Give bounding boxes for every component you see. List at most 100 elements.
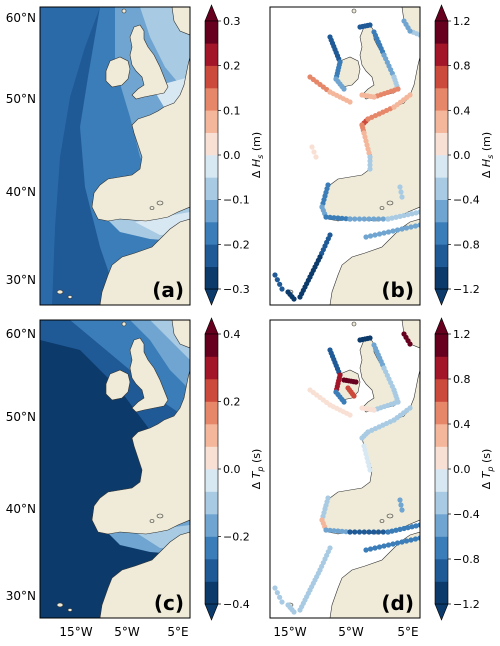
colorbar-bin [205,222,218,245]
colorbar-tick-label: −0.3 [223,283,250,296]
lat-labels-bottom: 60°N 50°N 40°N 30°N [6,327,36,603]
coastal-point [279,286,285,292]
colorbar-bin [205,491,218,515]
coastal-point [341,86,347,92]
coastal-point [398,502,404,508]
coastal-point [361,130,367,136]
coastal-point [401,525,407,532]
coastal-point [343,529,349,535]
colorbar-tick-label: 1.2 [453,328,471,341]
colorbar-bin [435,65,448,89]
coastal-point [381,543,387,549]
coastal-point [394,540,401,546]
colorbar-bin [205,536,218,560]
coastal-point [361,529,367,535]
coastal-point [407,92,413,98]
colorbar-tick-label: −0.8 [453,553,480,566]
coastal-point [393,214,399,220]
colorbar-tick-label: −0.4 [453,508,480,521]
colorbar-tick-label: −0.2 [223,531,250,544]
colorbar-bin [205,199,218,223]
coastal-point [372,545,378,551]
colorbar-bin [205,446,218,470]
colorbar-bin [435,334,448,357]
coastal-point [371,529,377,535]
coastal-point [407,341,413,347]
panel-label-d: (d) [381,591,414,615]
coastal-point [272,585,278,591]
colorbar-tick-label: 0.4 [453,418,471,431]
colorbar-bin [435,536,448,560]
coastal-point [366,216,372,222]
coastal-point [353,379,359,385]
coastal-point [363,547,369,553]
colorbar-bin [205,581,218,605]
lon-labels-c: 15°W 5°W 5°E [59,625,188,639]
colorbar-bin [435,581,448,605]
colorbar-bin [205,65,218,89]
coastal-point [363,451,369,457]
colorbar-bin [435,155,448,178]
colorbar-bin [435,491,448,515]
coastal-point [367,162,373,168]
coastal-point [408,537,414,543]
coastal-point [352,216,358,222]
coastal-point [399,539,405,545]
coastal-point [347,216,353,222]
coastal-point [399,226,405,232]
coastal-point [347,412,353,418]
coastal-point [274,277,280,283]
colorbar-tick-label: 0.1 [223,104,241,117]
coastal-point [327,527,333,533]
coastal-point [367,467,373,473]
map-a-field [40,7,190,305]
coastal-point [279,599,285,605]
colorbar-label: Δ Tp (s) [250,449,265,490]
colorbar-tick-label: 0.8 [453,373,471,386]
lon-label-15w-d: 15°W [273,625,306,639]
colorbar-bin [205,177,218,200]
panel-c: (c) [39,319,191,619]
coastal-point [412,223,419,229]
colorbar-bin [205,379,218,402]
lat-label-60-c: 60°N [6,327,36,341]
coastal-point [385,229,392,235]
colorbar-bin [205,514,218,537]
colorbar-bin [205,559,218,582]
colorbar-tick-label: −1.2 [453,283,480,296]
coastal-point [413,210,419,216]
coastal-point [335,528,341,534]
coastal-point [331,528,337,534]
coastal-point [335,215,341,221]
coastal-point [313,154,319,160]
panel-d: (d) [269,319,421,619]
colorbar-bin [205,356,218,380]
colorbar-bin [205,401,218,425]
panel-label-c: (c) [154,591,184,615]
colorbar-extend-top [434,317,449,335]
coastal-point [385,216,391,222]
coastal-point [376,231,383,237]
coastal-point [417,209,420,215]
colorbar-tick-label: −0.1 [223,194,250,207]
colorbar-b: 1.2 0.8 0.4 0.0 −0.4 −0.8 −1.2 Δ Hs (m) [434,4,495,306]
coastal-point [381,230,387,236]
lat-label-30-c: 30°N [6,589,36,603]
coastal-point [409,211,415,217]
colorbar-bin [205,21,218,44]
colorbar-tick-label: 0.0 [223,463,241,476]
coastal-point [291,609,297,615]
colorbar-tick-label: 0.4 [223,328,241,341]
colorbar-tick-label: 0.2 [223,60,241,73]
colorbar-bin [205,334,218,357]
panel-label-a: (a) [152,278,184,302]
coastal-point [407,28,413,34]
coastal-point [362,447,368,453]
coastal-point [376,544,383,550]
panel-a: (a) [39,6,191,306]
panel-b: (b) [269,6,421,306]
coastal-point [372,232,378,238]
coastal-point [385,529,391,535]
coastal-point [367,335,373,341]
coastal-point [347,529,353,535]
